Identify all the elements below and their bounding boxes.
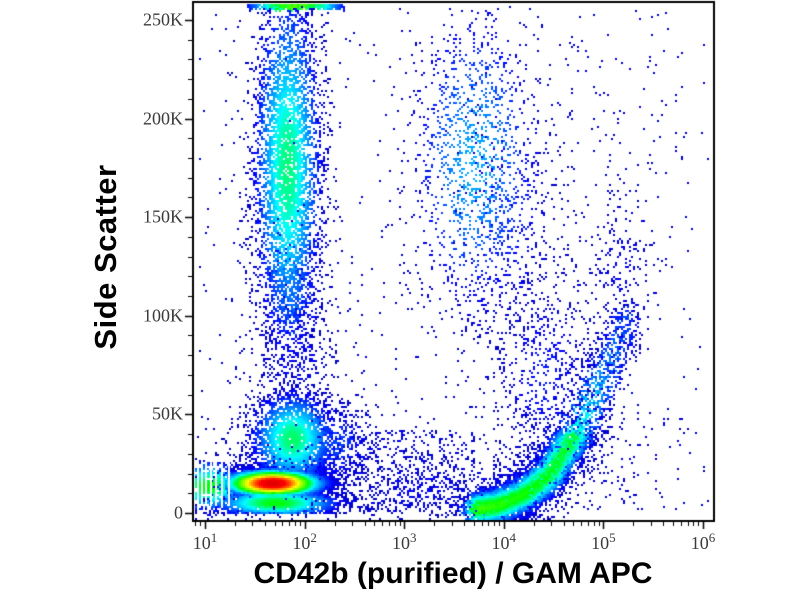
y-tick-label: 150K [143,206,183,227]
x-tick-label: 102 [292,530,317,553]
x-tick-label: 105 [591,530,616,553]
y-tick-label: 50K [152,403,183,424]
y-tick-label: 0 [174,502,183,523]
x-tick-label: 101 [192,530,218,553]
x-axis-title: CD42b (purified) / GAM APC [253,557,653,590]
x-tick-label: 106 [690,530,716,553]
x-tick-label: 103 [391,530,417,553]
y-axis-title: Side Scatter [88,164,123,350]
x-tick-label: 104 [491,530,517,553]
y-tick-label: 200K [143,108,183,129]
y-tick-label: 250K [143,9,183,30]
y-tick-label: 100K [143,305,183,326]
